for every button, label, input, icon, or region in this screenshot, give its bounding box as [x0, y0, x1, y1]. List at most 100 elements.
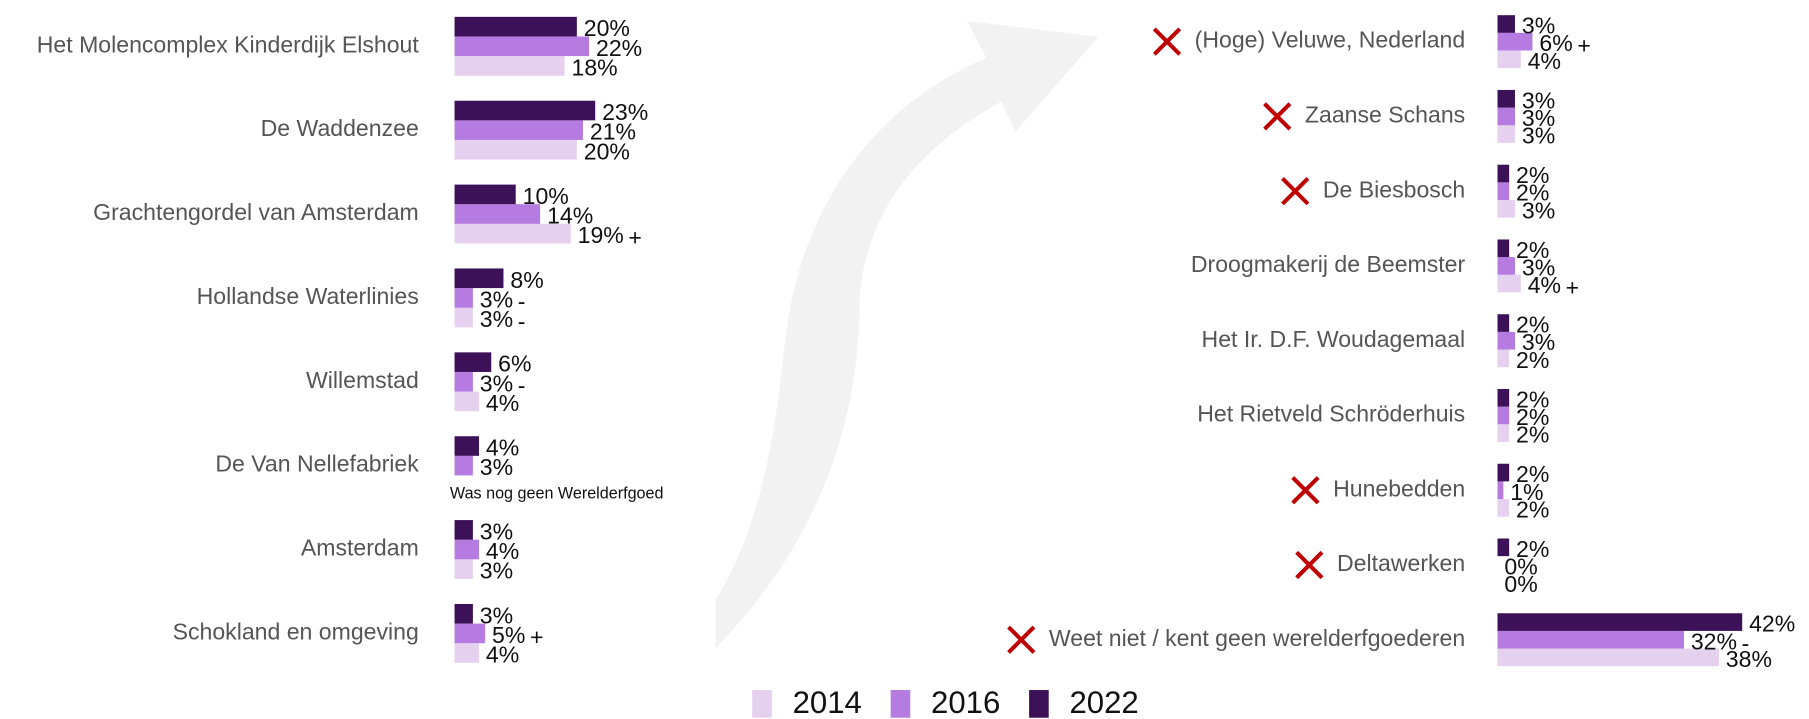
bar: [1497, 331, 1515, 350]
value-label: 21%: [590, 119, 636, 145]
value-label: 6%: [498, 351, 531, 377]
bar: [1497, 182, 1510, 201]
bar: [1497, 274, 1521, 293]
value-label: 4%: [1528, 272, 1561, 298]
value-label: 2%: [1516, 386, 1549, 412]
bar: [1497, 538, 1510, 557]
category-label: Schokland en omgeving: [173, 618, 419, 644]
legend-swatch: [752, 690, 772, 718]
bar: [454, 371, 473, 392]
bar: [1497, 15, 1515, 33]
bar: [454, 288, 473, 308]
bar: [1497, 50, 1521, 69]
category-label: Het Molencomplex Kinderdijk Elshout: [37, 31, 420, 57]
bar: [454, 623, 486, 644]
legend-swatch: [1029, 690, 1049, 718]
value-label: 14%: [547, 203, 593, 229]
bar: [454, 520, 473, 540]
value-label: 22%: [596, 35, 642, 61]
bar: [1497, 164, 1510, 183]
bar: [454, 120, 583, 140]
value-label: 1%: [1510, 479, 1543, 505]
value-label: 19%: [578, 222, 624, 248]
significance-marker: +: [530, 624, 543, 650]
bar: [1497, 630, 1684, 649]
value-label: 42%: [1749, 611, 1795, 637]
value-label: 2%: [1516, 461, 1549, 487]
value-label: 3%: [480, 558, 513, 584]
category-label: Weet niet / kent geen werelderfgoederen: [1049, 625, 1465, 651]
significance-marker: -: [518, 373, 526, 399]
category-label: Droogmakerij de Beemster: [1191, 251, 1466, 277]
significance-marker: -: [1742, 631, 1750, 657]
bar: [1497, 388, 1510, 407]
bar: [454, 603, 473, 624]
bar: [454, 643, 480, 663]
bar: [1497, 125, 1515, 143]
bar: [454, 184, 516, 205]
value-label: 3%: [480, 286, 513, 312]
value-label: 4%: [486, 390, 519, 416]
value-label: 32%: [1691, 628, 1737, 654]
bar: [454, 223, 571, 244]
value-label: 3%: [480, 454, 513, 480]
value-label: 8%: [510, 267, 543, 293]
legend-label: 2014: [793, 685, 862, 719]
value-label: 3%: [1522, 197, 1555, 223]
significance-marker: +: [628, 224, 641, 250]
bar: [1497, 239, 1510, 258]
bar: [1497, 406, 1510, 425]
bar: [454, 539, 480, 560]
value-label: 2%: [1516, 237, 1549, 263]
value-label: 3%: [480, 518, 513, 544]
value-label: 38%: [1726, 646, 1772, 672]
value-label: 4%: [486, 538, 519, 564]
value-label: 4%: [486, 642, 519, 668]
bar: [454, 436, 480, 456]
bar: [454, 268, 504, 289]
category-label: Hunebedden: [1333, 475, 1465, 501]
decorative-arrow: [715, 20, 1099, 649]
removed-marker: [1007, 625, 1036, 654]
bar: [1497, 349, 1510, 368]
value-label: 3%: [1522, 329, 1555, 355]
bar: [1497, 424, 1510, 442]
value-label: 2%: [1516, 404, 1549, 430]
value-label: 3%: [1522, 254, 1555, 280]
value-label: 2%: [1516, 422, 1549, 448]
value-label: 2%: [1516, 347, 1549, 373]
removed-marker: [1152, 27, 1182, 56]
category-label: Amsterdam: [301, 535, 419, 561]
category-label: De Waddenzee: [261, 115, 419, 141]
category-label: De Biesbosch: [1323, 176, 1465, 202]
significance-marker: -: [518, 289, 526, 315]
value-label: 0%: [1504, 571, 1537, 597]
bar: [454, 139, 577, 160]
bar: [454, 16, 577, 37]
note: Was nog geen Werelderfgoed: [450, 485, 664, 503]
value-label: 3%: [480, 602, 513, 628]
removed-marker: [1295, 550, 1324, 580]
significance-marker: -: [518, 308, 526, 334]
category-label: Willemstad: [306, 367, 419, 393]
bar: [1497, 107, 1515, 126]
value-label: 2%: [1516, 312, 1549, 338]
bar: [1497, 32, 1533, 51]
value-label: 6%: [1539, 30, 1572, 56]
bar: [454, 559, 473, 579]
bar: [1497, 89, 1515, 108]
value-label: 0%: [1504, 554, 1537, 580]
value-label: 2%: [1516, 536, 1549, 562]
value-label: 10%: [523, 183, 569, 209]
bar: [454, 204, 541, 224]
bar: [1497, 481, 1504, 500]
bar: [454, 391, 480, 412]
bar: [1497, 499, 1510, 517]
removed-marker: [1263, 102, 1292, 131]
bar: [1497, 314, 1510, 332]
value-label: 4%: [1528, 48, 1561, 74]
value-label: 3%: [480, 306, 513, 332]
value-label: 18%: [572, 54, 618, 80]
